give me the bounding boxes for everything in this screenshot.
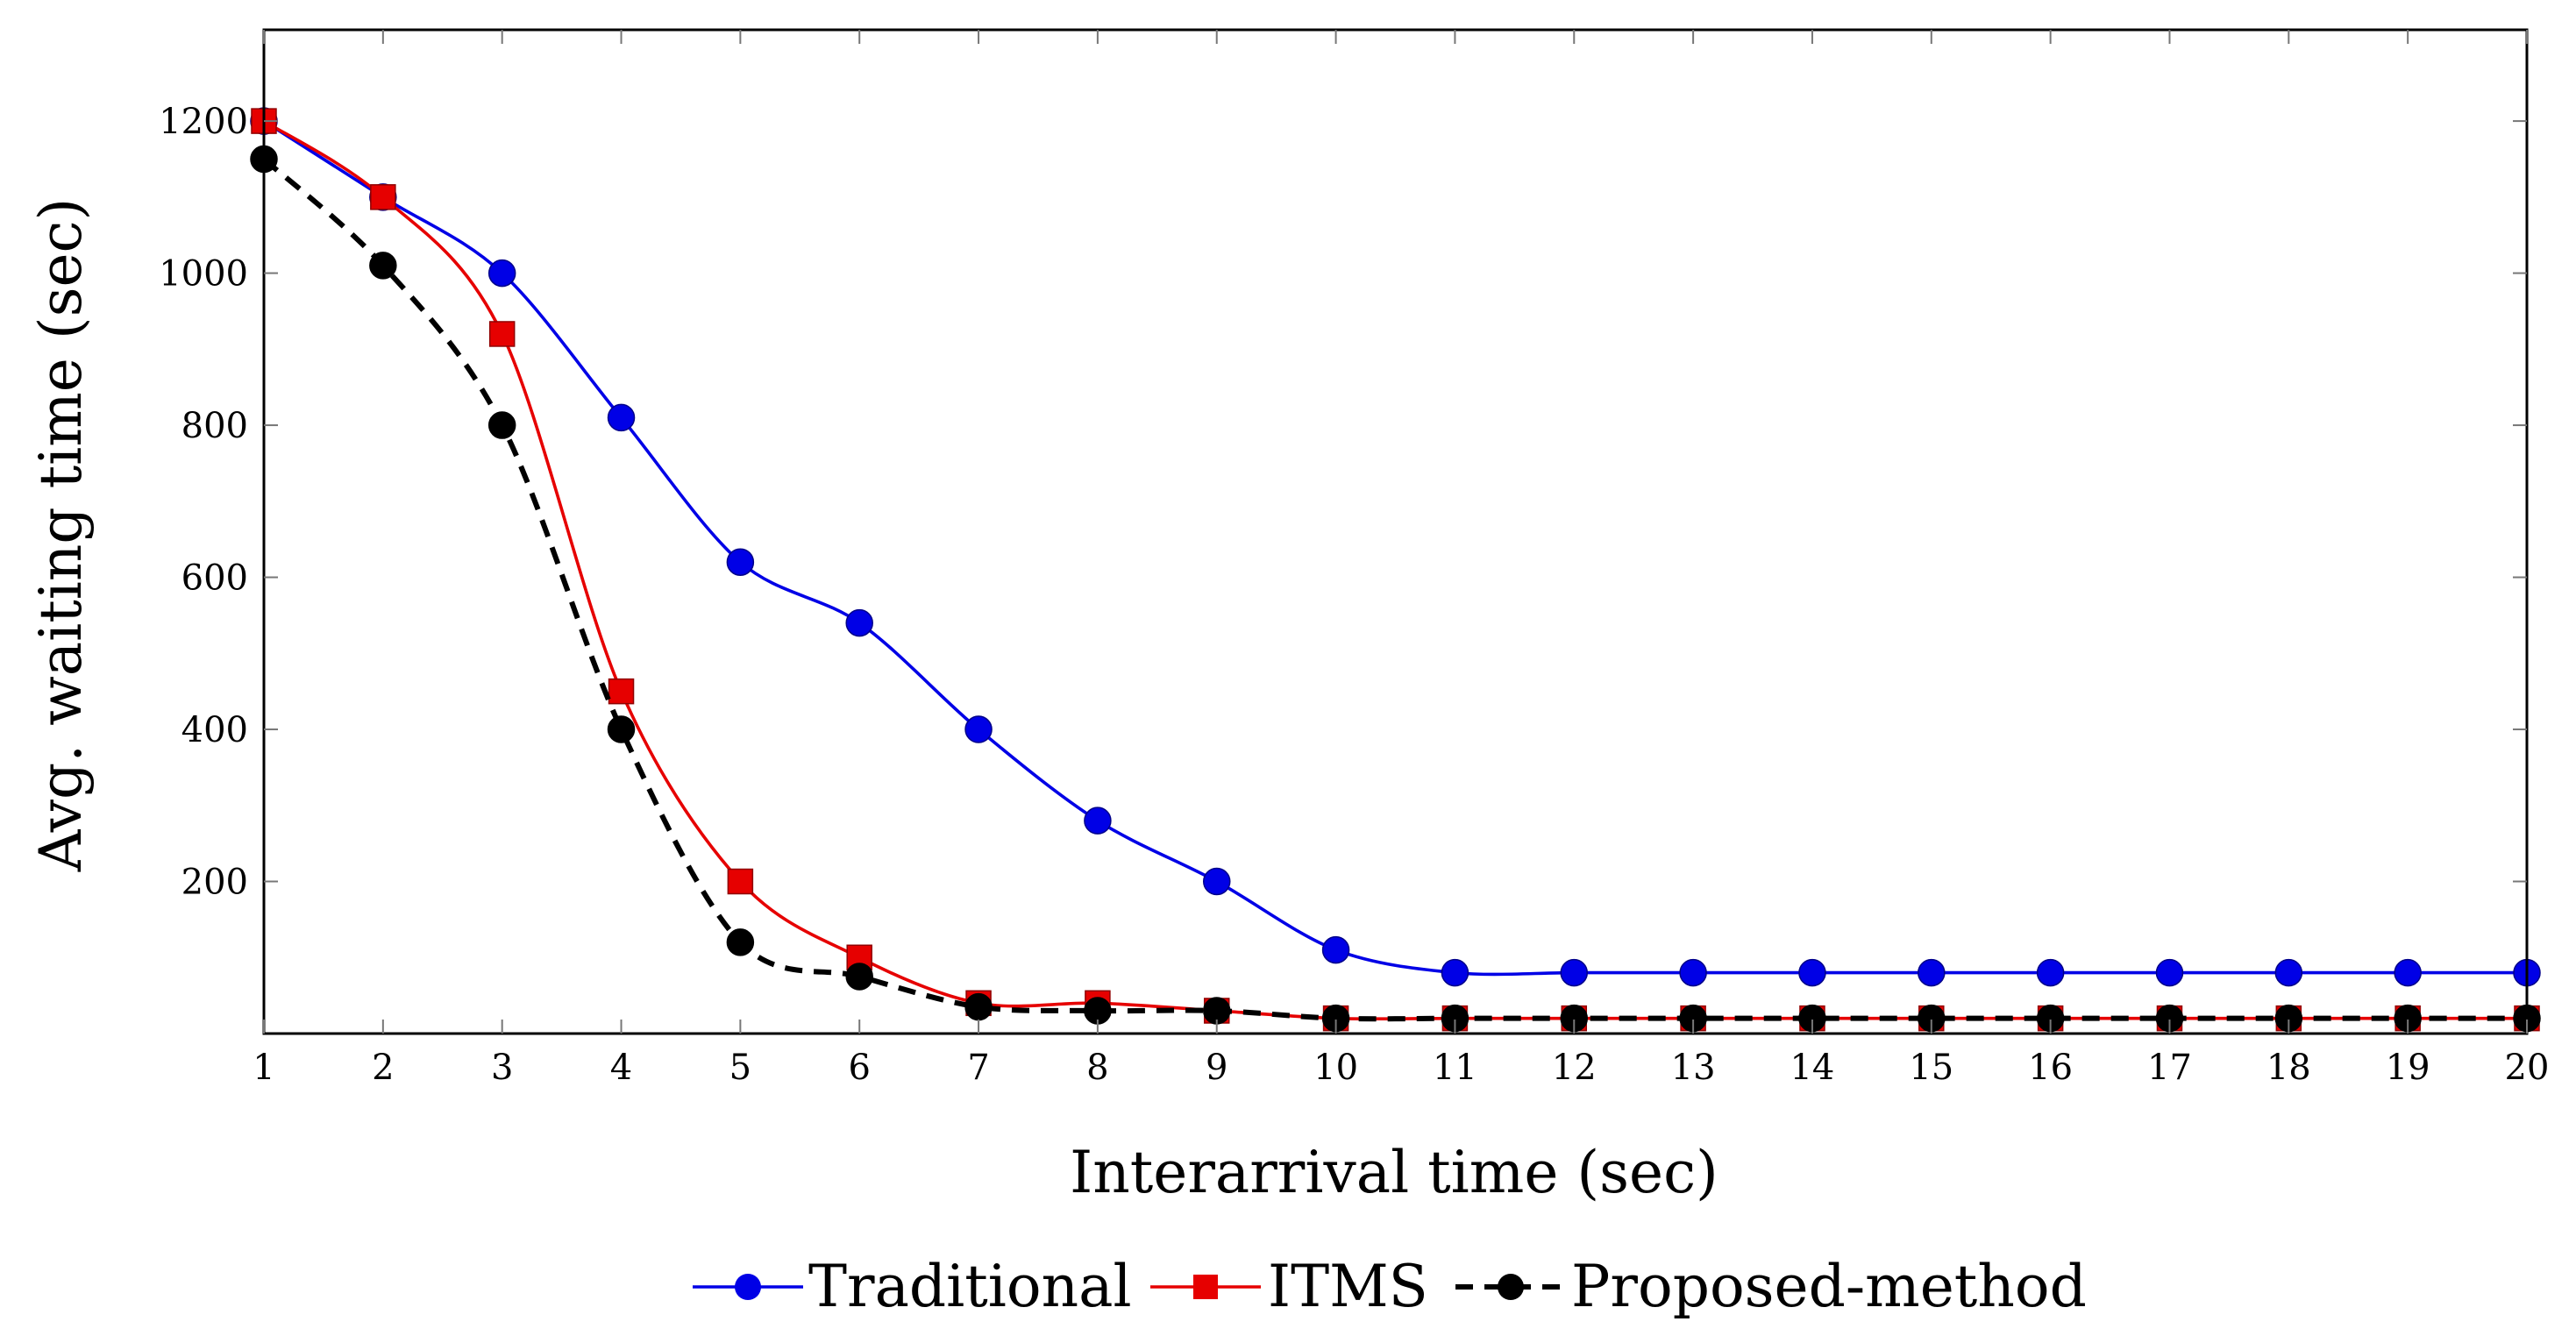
y-tick-label: 1000: [159, 254, 248, 295]
data-point-traditional-11: [1441, 958, 1469, 987]
data-point-proposed-method-3: [487, 411, 516, 439]
y-tick-label: 1200: [159, 102, 248, 142]
x-tick-label: 5: [729, 1048, 751, 1088]
legend-label-traditional: Traditional: [808, 1253, 1132, 1320]
x-tick-label: 3: [491, 1048, 513, 1088]
data-point-traditional-3: [487, 259, 516, 288]
series-line-proposed-method: [262, 157, 2527, 1022]
x-tick-label: 4: [610, 1048, 632, 1088]
x-tick-label: 9: [1206, 1048, 1228, 1088]
data-point-proposed-method-4: [607, 715, 636, 743]
data-point-itms-5: [727, 868, 754, 895]
legend-marker-itms: [1193, 1275, 1218, 1299]
x-tick-label: 1: [253, 1048, 274, 1088]
x-tick-label: 17: [2147, 1048, 2192, 1088]
y-axis-title: Avg. waiting time (sec): [27, 198, 95, 872]
data-point-traditional-6: [845, 608, 873, 637]
legend-marker-proposed-method: [1498, 1274, 1524, 1300]
x-tick-label: 2: [372, 1048, 394, 1088]
y-tick-label: 400: [181, 710, 248, 750]
x-tick-label: 19: [2386, 1048, 2430, 1088]
x-tick-label: 20: [2505, 1048, 2550, 1088]
plot-frame: [262, 28, 2529, 1035]
data-point-proposed-method-7: [964, 992, 993, 1021]
series-line-traditional: [263, 119, 2527, 977]
data-point-traditional-18: [2274, 958, 2303, 987]
x-tick-label: 15: [1909, 1048, 1953, 1088]
data-point-itms-3: [488, 321, 516, 347]
data-point-itms-2: [370, 184, 396, 210]
data-point-traditional-10: [1321, 935, 1350, 964]
legend: Traditional ITMS Proposed-method: [693, 1253, 2087, 1320]
data-point-traditional-17: [2155, 958, 2184, 987]
legend-marker-traditional: [735, 1274, 761, 1300]
x-tick-label: 7: [967, 1048, 989, 1088]
data-point-traditional-16: [2036, 958, 2065, 987]
x-tick-label: 8: [1086, 1048, 1108, 1088]
x-tick-label: 6: [848, 1048, 870, 1088]
data-point-traditional-14: [1798, 958, 1826, 987]
data-point-traditional-5: [726, 548, 755, 576]
x-tick-label: 14: [1790, 1048, 1834, 1088]
data-point-traditional-4: [607, 403, 636, 432]
data-point-proposed-method-6: [845, 963, 873, 991]
plot-area: [250, 107, 2541, 1033]
x-tick-label: 11: [1433, 1048, 1477, 1088]
data-point-traditional-9: [1202, 867, 1231, 896]
x-tick-label: 13: [1671, 1048, 1716, 1088]
series-line-itms: [263, 119, 2527, 1021]
x-tick-label: 18: [2266, 1048, 2311, 1088]
data-point-traditional-8: [1084, 807, 1112, 835]
x-tick-label: 16: [2028, 1048, 2073, 1088]
x-axis-title: Interarrival time (sec): [1070, 1139, 1719, 1206]
x-tick-label: 12: [1552, 1048, 1597, 1088]
data-point-traditional-19: [2394, 958, 2422, 987]
data-point-proposed-method-2: [369, 252, 397, 280]
data-point-traditional-12: [1560, 958, 1589, 987]
data-point-proposed-method-5: [726, 928, 755, 956]
data-point-traditional-13: [1679, 958, 1707, 987]
data-point-traditional-15: [1918, 958, 1946, 987]
legend-label-proposed-method: Proposed-method: [1571, 1253, 2087, 1320]
x-tick-label: 10: [1313, 1048, 1358, 1088]
y-tick-label: 200: [181, 863, 248, 903]
axes: 1 2 3 4 5 6 7 8 9 10 11 12 13 14 15 16 17 18 19 20200400600…: [159, 28, 2550, 1088]
y-tick-label: 600: [181, 558, 248, 599]
y-tick-label: 800: [181, 406, 248, 446]
data-point-traditional-7: [964, 715, 993, 743]
legend-label-itms: ITMS: [1268, 1253, 1428, 1320]
data-point-itms-4: [608, 678, 635, 705]
